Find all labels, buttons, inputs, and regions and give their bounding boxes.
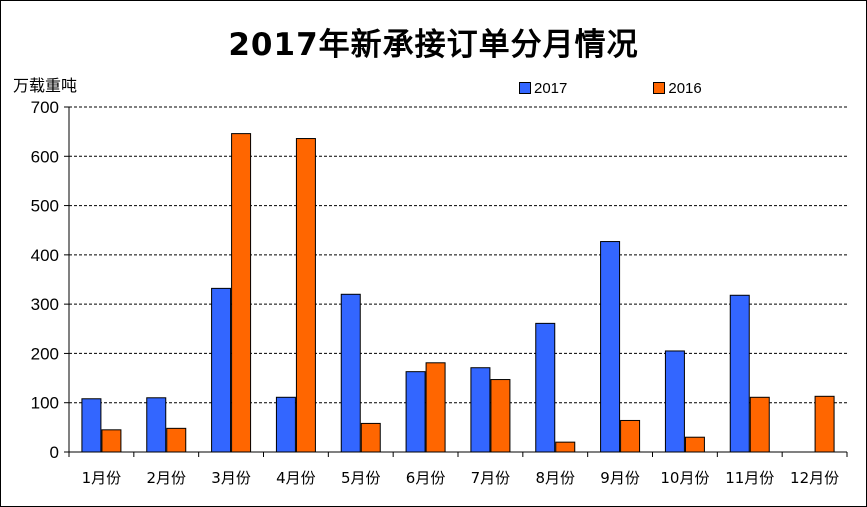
y-tick-label-400: 400 <box>31 246 59 265</box>
bar-2016-10月份 <box>684 436 705 453</box>
legend-item-2016: 2016 <box>653 79 702 97</box>
y-axis-unit-label: 万载重吨 <box>13 76 78 95</box>
x-tick-label-2: 2月份 <box>146 469 186 487</box>
bar-2017-2月份 <box>146 397 167 453</box>
bar-2016-4月份 <box>295 138 316 453</box>
y-tick-label-700: 700 <box>31 98 59 117</box>
x-tick-label-12: 12月份 <box>790 469 839 487</box>
bar-2016-6月份 <box>425 362 446 453</box>
bar-2017-7月份 <box>470 367 491 453</box>
bar-2017-4月份 <box>275 396 296 453</box>
legend-swatch-2017 <box>519 82 531 94</box>
bar-2017-10月份 <box>664 350 685 453</box>
y-tick-label-0: 0 <box>50 443 59 462</box>
chart-title: 2017年新承接订单分月情况 <box>228 27 639 63</box>
bar-2017-9月份 <box>600 241 621 453</box>
x-tick-label-8: 8月份 <box>535 469 575 487</box>
bar-2017-1月份 <box>81 398 102 453</box>
bar-2017-5月份 <box>340 293 361 453</box>
bar-2017-11月份 <box>729 294 750 453</box>
x-tick-label-6: 6月份 <box>406 469 446 487</box>
legend: 2017 2016 <box>519 78 788 98</box>
bar-2016-9月份 <box>620 419 641 453</box>
bar-2017-8月份 <box>535 322 556 453</box>
bar-2016-12月份 <box>814 395 835 453</box>
legend-swatch-2016 <box>653 82 666 94</box>
bar-2016-7月份 <box>490 379 511 453</box>
bar-2016-11月份 <box>749 396 770 453</box>
bar-2017-3月份 <box>211 287 232 453</box>
x-tick-label-1: 1月份 <box>82 469 122 487</box>
legend-label-2016: 2016 <box>668 79 702 97</box>
bar-2016-8月份 <box>555 441 576 453</box>
bar-2016-3月份 <box>231 133 252 453</box>
y-tick-label-500: 500 <box>31 197 59 216</box>
bar-2016-1月份 <box>101 429 122 453</box>
y-tick-label-600: 600 <box>31 147 59 166</box>
y-tick-label-100: 100 <box>31 394 59 413</box>
x-tick-label-9: 9月份 <box>600 469 640 487</box>
legend-item-2017: 2017 <box>519 80 567 97</box>
x-tick-label-3: 3月份 <box>211 469 251 487</box>
x-tick-label-5: 5月份 <box>341 469 381 487</box>
x-tick-label-10: 10月份 <box>660 469 709 487</box>
x-tick-label-4: 4月份 <box>276 469 316 487</box>
bar-2016-2月份 <box>166 427 187 453</box>
legend-label-2017: 2017 <box>534 79 568 97</box>
x-tick-label-11: 11月份 <box>725 469 774 487</box>
y-tick-label-200: 200 <box>31 344 59 363</box>
bar-2016-5月份 <box>360 422 381 453</box>
x-tick-label-7: 7月份 <box>471 469 511 487</box>
bar-2017-6月份 <box>405 371 426 453</box>
y-tick-label-300: 300 <box>31 295 59 314</box>
